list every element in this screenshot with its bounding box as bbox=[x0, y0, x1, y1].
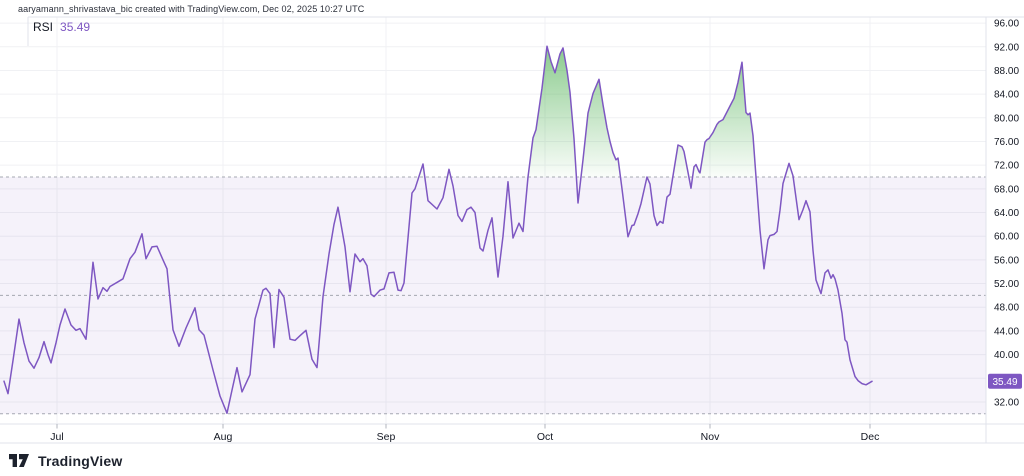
x-axis-label[interactable]: Oct bbox=[537, 431, 553, 443]
y-axis-label[interactable]: 72.00 bbox=[994, 161, 1019, 172]
y-axis-label[interactable]: 84.00 bbox=[994, 90, 1019, 101]
y-axis-label[interactable]: 80.00 bbox=[994, 113, 1019, 124]
y-axis-label[interactable]: 96.00 bbox=[994, 19, 1019, 30]
rsi-line bbox=[3, 45, 873, 414]
y-axis-label[interactable]: 32.00 bbox=[994, 397, 1019, 408]
brand-name[interactable]: TradingView bbox=[38, 452, 123, 469]
tradingview-logo-icon[interactable] bbox=[7, 451, 31, 470]
y-axis-label[interactable]: 64.00 bbox=[994, 208, 1019, 219]
indicator-legend[interactable]: RSI 35.49 bbox=[33, 20, 90, 34]
indicator-last-value: 35.49 bbox=[60, 20, 91, 34]
y-axis-label[interactable]: 92.00 bbox=[994, 42, 1019, 53]
y-axis-label[interactable]: 56.00 bbox=[994, 255, 1019, 266]
attribution-text: aaryamann_shrivastava_bic created with T… bbox=[18, 4, 365, 14]
overbought-fill bbox=[528, 46, 577, 178]
last-value-badge-text: 35.49 bbox=[992, 377, 1017, 388]
indicator-name: RSI bbox=[33, 20, 54, 34]
x-axis-label[interactable]: Jul bbox=[50, 431, 63, 443]
x-axis-label[interactable]: Nov bbox=[701, 431, 720, 443]
y-axis-label[interactable]: 44.00 bbox=[994, 326, 1019, 337]
y-axis-label[interactable]: 48.00 bbox=[994, 303, 1019, 314]
y-axis-label[interactable]: 88.00 bbox=[994, 66, 1019, 77]
overbought-fill bbox=[692, 62, 756, 178]
y-axis-label[interactable]: 60.00 bbox=[994, 232, 1019, 243]
y-axis-label[interactable]: 68.00 bbox=[994, 184, 1019, 195]
y-axis-label[interactable]: 52.00 bbox=[994, 279, 1019, 290]
y-axis-label[interactable]: 76.00 bbox=[994, 137, 1019, 148]
brand-footer: TradingView bbox=[7, 451, 122, 470]
overbought-fill bbox=[784, 163, 794, 177]
y-axis-label[interactable]: 40.00 bbox=[994, 350, 1019, 361]
last-value-badge bbox=[988, 373, 1022, 389]
x-axis-label[interactable]: Dec bbox=[861, 431, 880, 443]
x-axis-label[interactable]: Sep bbox=[377, 431, 396, 443]
x-axis-label[interactable]: Aug bbox=[214, 431, 233, 443]
